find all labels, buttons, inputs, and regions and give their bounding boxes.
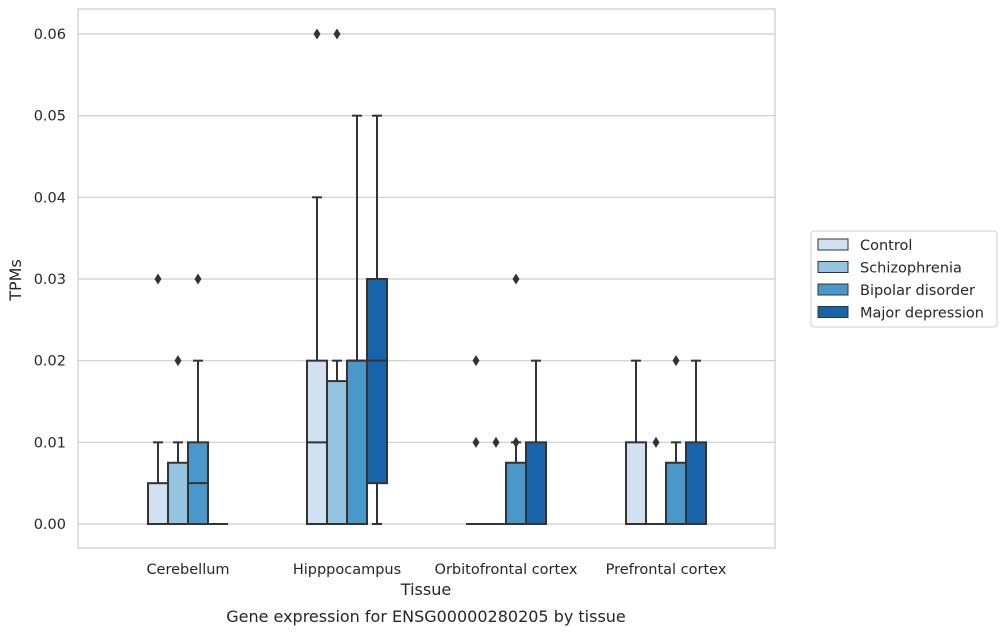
chart-caption: Gene expression for ENSG00000280205 by t… — [226, 607, 626, 626]
box-mark — [187, 273, 209, 526]
y-tick-labels: 0.00 0.01 0.02 0.03 0.04 0.05 0.06 — [34, 27, 66, 533]
box-mark — [147, 273, 169, 525]
outlier-point — [672, 355, 680, 367]
box-mark — [366, 114, 388, 525]
plot-frame — [77, 8, 776, 549]
y-axis-title: TPMs — [6, 259, 25, 302]
series-control — [147, 28, 647, 526]
legend-label: Bipolar disorder — [860, 283, 975, 299]
legend-label: Control — [860, 238, 912, 254]
y-tick-label: 0.03 — [34, 272, 66, 288]
legend: Control Schizophrenia Bipolar disorder Majo… — [810, 230, 998, 328]
box-mark — [486, 436, 506, 525]
legend-swatch — [817, 261, 849, 273]
series-bipolar-disorder — [187, 114, 687, 526]
box-mark — [167, 355, 189, 525]
legend-swatch — [817, 306, 849, 318]
outlier-point — [154, 273, 162, 285]
box-body — [346, 359, 368, 525]
box-mark — [505, 273, 527, 525]
legend-frame — [810, 230, 998, 328]
legend-swatch — [817, 238, 849, 251]
x-tick-label: Orbitofrontal cortex — [435, 562, 578, 578]
outlier-point — [512, 436, 520, 448]
box-mark — [306, 28, 328, 525]
outlier-point — [472, 355, 480, 367]
box-mark — [466, 355, 486, 525]
series-schizophrenia — [167, 28, 666, 526]
legend-swatch — [817, 283, 849, 296]
x-tick-label: Prefrontal cortex — [606, 562, 727, 578]
series-major-depression — [208, 114, 707, 526]
outlier-point — [512, 273, 520, 285]
y-tick-label: 0.06 — [34, 27, 66, 43]
box-mark — [346, 114, 368, 525]
outlier-point — [194, 273, 202, 285]
x-tick-label: Hipppocampus — [293, 562, 401, 578]
x-axis-title: Tissue — [400, 580, 451, 599]
box-body — [167, 461, 189, 525]
x-tick-labels: Cerebellum Hipppocampus Orbitofrontal cort… — [146, 562, 726, 578]
y-tick-label: 0.02 — [34, 354, 66, 370]
box-mark — [646, 436, 666, 525]
outlier-point — [333, 28, 341, 40]
legend-label: Schizophrenia — [860, 261, 962, 277]
legend-label: Major depression — [860, 306, 984, 322]
box-body — [525, 441, 547, 526]
outlier-point — [313, 28, 321, 40]
y-tick-label: 0.01 — [34, 435, 66, 451]
box-body — [147, 482, 169, 525]
outlier-point — [472, 436, 480, 448]
box-body — [326, 380, 348, 526]
y-tick-label: 0.04 — [34, 190, 66, 206]
box-mark — [525, 359, 547, 526]
boxes — [147, 28, 707, 526]
outlier-point — [492, 436, 500, 448]
box-body — [625, 441, 647, 526]
box-mark — [625, 359, 647, 526]
box-body — [685, 441, 707, 526]
y-tick-label: 0.00 — [34, 517, 66, 533]
box-mark — [665, 355, 687, 525]
outlier-point — [652, 436, 660, 448]
y-tick-label: 0.05 — [34, 109, 66, 125]
box-mark — [685, 359, 707, 526]
grid-lines — [78, 33, 775, 525]
box-body — [505, 461, 527, 525]
box-body — [366, 278, 388, 485]
box-body — [665, 461, 687, 525]
box-mark — [326, 28, 348, 526]
outlier-point — [174, 355, 182, 367]
x-tick-label: Cerebellum — [146, 562, 229, 578]
